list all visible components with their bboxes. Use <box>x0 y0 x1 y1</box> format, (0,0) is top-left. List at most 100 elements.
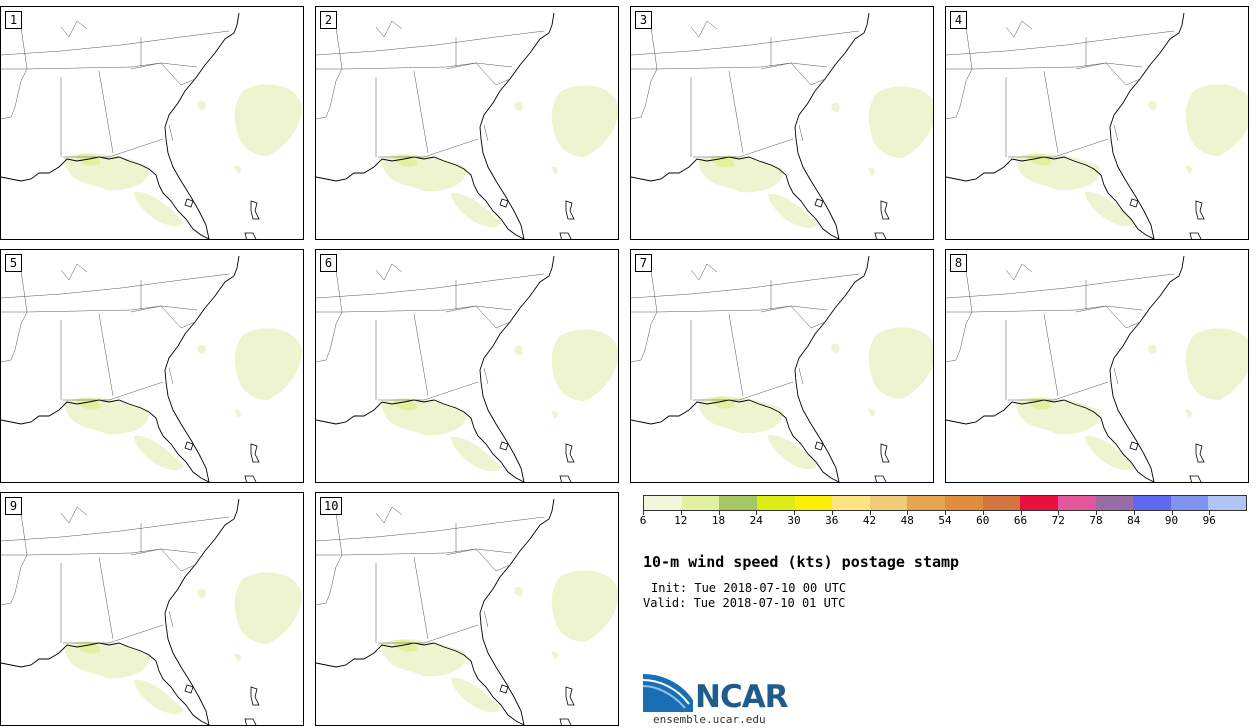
coastline <box>946 12 1185 239</box>
stamp-panel-3[interactable]: 3 <box>630 6 934 240</box>
colorbar-swatch <box>982 496 1021 510</box>
stamp-panel-4[interactable]: 4 <box>945 6 1249 240</box>
stamp-panel-7[interactable]: 7 <box>630 249 934 483</box>
colorbar-swatch <box>1095 496 1134 510</box>
wind-contour <box>831 343 840 353</box>
state-border <box>1 512 28 606</box>
wind-contour <box>551 166 558 175</box>
island <box>565 200 575 220</box>
stamp-panel-8[interactable]: 8 <box>945 249 1249 483</box>
wind-contour <box>1015 153 1100 191</box>
colorbar-tick-label: 30 <box>787 514 801 527</box>
island <box>1195 443 1205 463</box>
colorbar-tick-label: 6 <box>639 514 647 527</box>
island <box>880 443 890 463</box>
state-border <box>693 381 794 401</box>
coastline <box>631 12 870 239</box>
map-canvas <box>1 255 302 482</box>
panel-number: 5 <box>5 254 22 272</box>
state-border <box>445 548 511 572</box>
wind-contour <box>381 154 466 192</box>
panel-number: 9 <box>5 497 22 515</box>
stamp-panel-5[interactable]: 5 <box>0 249 304 483</box>
state-border <box>946 26 973 120</box>
state-border <box>26 548 198 556</box>
island <box>880 200 890 220</box>
wind-contour <box>393 398 418 411</box>
wind-contour <box>1085 191 1135 227</box>
stamp-panel-6[interactable]: 6 <box>315 249 619 483</box>
wind-contour <box>551 85 618 157</box>
wind-contour <box>234 572 302 644</box>
state-border <box>656 62 828 70</box>
wind-contour <box>551 570 618 642</box>
panel-number: 3 <box>635 11 652 29</box>
colorbar-labels: 6 12 18 24 30 36 42 48 54 60 66 72 78 84 90 96 <box>639 514 1247 528</box>
state-border <box>63 381 164 401</box>
island <box>559 718 572 725</box>
state-border <box>1 30 230 56</box>
wind-contour <box>514 586 523 596</box>
ncar-url[interactable]: ensemble.ucar.edu <box>653 713 766 726</box>
state-border <box>1 516 230 542</box>
colorbar-tick-label: 90 <box>1164 514 1179 527</box>
stamp-panel-1[interactable]: 1 <box>0 6 304 240</box>
stamp-panel-9[interactable]: 9 <box>0 492 304 726</box>
state-border <box>1 26 28 120</box>
state-border <box>130 62 196 86</box>
colorbar-tick <box>869 511 871 515</box>
state-border <box>60 506 88 524</box>
wind-contour <box>768 434 818 470</box>
state-border <box>1 269 28 363</box>
coastline <box>631 255 870 482</box>
island <box>559 232 572 239</box>
colorbar-tick-label: 84 <box>1127 514 1141 527</box>
colorbar-swatch <box>756 496 795 510</box>
wind-contour <box>1148 344 1157 354</box>
state-border <box>760 62 826 86</box>
state-border <box>316 26 343 120</box>
colorbar-tick <box>945 511 946 515</box>
state-border <box>378 381 479 401</box>
colorbar-tick-label: 72 <box>1051 514 1065 527</box>
state-border <box>728 70 744 154</box>
wind-contour <box>1148 100 1157 110</box>
colorbar-swatch <box>1133 496 1171 510</box>
state-border <box>631 26 658 120</box>
panel-number: 4 <box>950 11 967 29</box>
colorbar-tick-label: 96 <box>1202 514 1216 527</box>
state-border <box>1113 367 1119 385</box>
state-border <box>445 62 511 86</box>
wind-contour <box>134 191 184 227</box>
state-border <box>946 269 973 363</box>
state-border <box>690 20 718 38</box>
state-border <box>60 263 88 281</box>
state-border <box>1005 263 1033 281</box>
wind-contour <box>134 679 184 715</box>
coastline <box>946 255 1185 482</box>
coastline <box>316 255 555 482</box>
island <box>184 198 194 208</box>
colorbar-swatch <box>907 496 945 510</box>
state-border <box>690 263 718 281</box>
map-canvas <box>631 12 933 239</box>
stamp-panel-10[interactable]: 10 <box>315 492 619 726</box>
colorbar-tick-label: 12 <box>674 514 688 527</box>
plot-title: 10-m wind speed (kts) postage stamp <box>643 553 960 571</box>
island <box>250 200 260 220</box>
state-border <box>413 556 429 640</box>
state-border <box>375 263 403 281</box>
coastline <box>1 12 240 239</box>
colorbar-swatch <box>719 496 757 510</box>
wind-contour <box>1027 153 1052 166</box>
stamp-panel-2[interactable]: 2 <box>315 6 619 240</box>
colorbar-tick <box>831 511 833 515</box>
colorbar-tick-label: 48 <box>900 514 914 527</box>
panel-number: 8 <box>950 254 967 272</box>
island <box>250 443 260 463</box>
wind-contour <box>197 100 206 110</box>
island <box>184 684 194 694</box>
state-border <box>483 610 489 628</box>
colorbar-swatch <box>681 496 720 510</box>
island <box>244 475 257 482</box>
